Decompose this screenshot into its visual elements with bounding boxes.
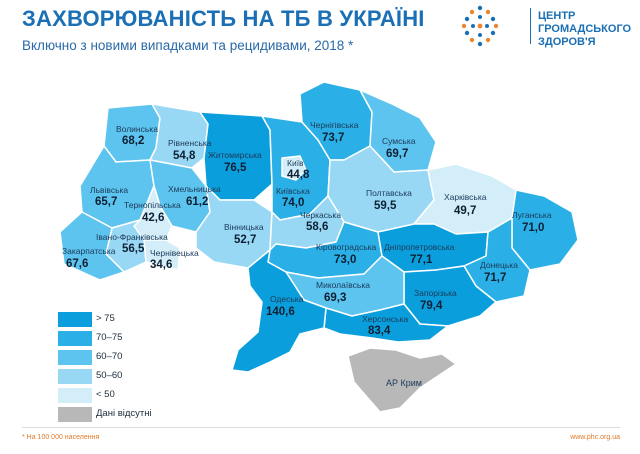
legend-item: > 75 [58,312,258,328]
label-ivano-frankivska: Івано-Франківська [96,232,168,242]
legend-label: 50–60 [96,370,123,381]
label-crimea: АР Крим [386,378,422,388]
region-chernivetska[interactable] [143,239,181,271]
value-mykolaivska: 69,3 [324,292,347,304]
page-subtitle: Включно з новими випадками та рецидивами… [22,38,354,53]
value-kyivska: 74,0 [282,197,305,209]
value-kirovohradska: 73,0 [334,254,357,266]
legend-label: < 50 [96,389,115,400]
label-poltavska: Полтавська [366,188,412,198]
label-khersonska: Херсонська [362,314,409,324]
logo-line-2: ГРОМАДСЬКОГО [538,23,632,35]
label-chernihivska: Чернігівська [310,120,359,130]
legend-item: 70–75 [58,331,258,347]
value-poltavska: 59,5 [374,200,397,212]
website-link[interactable]: www.phc.org.ua [570,434,620,441]
legend-item: Дані відсутні [58,407,258,423]
label-chernivetska: Чернівецька [150,248,199,258]
region-odeska[interactable] [231,249,327,373]
label-zhytomyrska: Житомирська [208,150,262,160]
footer-divider [22,427,620,428]
label-dnipropetrovska: Дніпропетровська [384,242,455,252]
value-zaporizka: 79,4 [420,300,443,312]
value-volynska: 68,2 [122,135,145,147]
label-zakarpatska: Закарпатська [62,246,116,256]
label-kharkivska: Харківська [444,192,487,202]
legend-swatch [58,407,92,422]
value-odeska: 140,6 [266,306,295,318]
value-chernivetska: 34,6 [150,259,173,271]
legend-item: < 50 [58,388,258,404]
value-sumska: 69,7 [386,148,409,160]
value-kharkivska: 49,7 [454,205,477,217]
legend-item: 50–60 [58,369,258,385]
value-chernihivska: 73,7 [322,132,345,144]
legend-swatch [58,350,92,365]
legend-label: Дані відсутні [96,408,152,419]
value-ternopilska: 42,6 [142,212,165,224]
label-kyiv: Київ [287,158,304,168]
logo-text: ЦЕНТР ГРОМАДСЬКОГО ЗДОРОВ'Я [538,10,631,49]
footnote: * На 100 000 населення [22,434,100,441]
label-volynska: Волинська [116,124,158,134]
region-kyiv-city[interactable] [281,155,307,181]
legend-item: 60–70 [58,350,258,366]
value-zhytomyrska: 76,5 [224,162,247,174]
legend-label: > 75 [96,313,115,324]
label-odeska: Одеська [270,294,304,304]
legend-label: 60–70 [96,351,123,362]
legend-swatch [58,388,92,403]
logo-line-3: ЗДОРОВ'Я [538,36,596,48]
value-kyiv: 44,8 [287,169,310,181]
label-kirovohradska: Кіровоградська [316,242,377,252]
label-cherkaska: Черкаська [300,210,342,220]
label-lvivska: Львівська [90,185,129,195]
label-khmelnytska: Хмельницька [168,184,221,194]
value-khersonska: 83,4 [368,325,391,337]
legend-label: 70–75 [96,332,123,343]
label-sumska: Сумська [382,136,416,146]
label-donetska: Донецька [480,260,518,270]
value-dnipropetrovska: 77,1 [410,254,433,266]
legend-swatch [58,369,92,384]
logo-line-1: ЦЕНТР [538,10,576,22]
value-donetska: 71,7 [484,272,507,284]
value-ivano-frankivska: 56,5 [122,243,145,255]
label-vinnytska: Вінницька [224,222,264,232]
legend-swatch [58,331,92,346]
value-rivnenska: 54,8 [173,150,196,162]
label-zaporizka: Запорізька [414,288,457,298]
legend-swatch [58,312,92,327]
page-title: ЗАХВОРЮВАНІСТЬ НА ТБ В УКРАЇНІ [22,6,425,31]
value-khmelnytska: 61,2 [186,196,209,208]
region-zakarpatska[interactable] [59,211,125,281]
value-vinnytska: 52,7 [234,234,257,246]
region-donetska[interactable] [463,217,531,303]
label-luhanska: Луганська [512,210,552,220]
value-luhanska: 71,0 [522,222,545,234]
region-khersonska[interactable] [323,303,449,343]
label-rivnenska: Рівненська [168,138,212,148]
region-crimea[interactable] [347,347,457,413]
value-lvivska: 65,7 [95,196,118,208]
value-zakarpatska: 67,6 [66,258,89,270]
label-kyivska: Київська [276,186,310,196]
label-ternopilska: Тернопільська [124,200,181,210]
label-mykolaivska: Миколаївська [316,280,370,290]
phc-logo-icon [461,5,531,47]
value-cherkaska: 58,6 [306,221,329,233]
